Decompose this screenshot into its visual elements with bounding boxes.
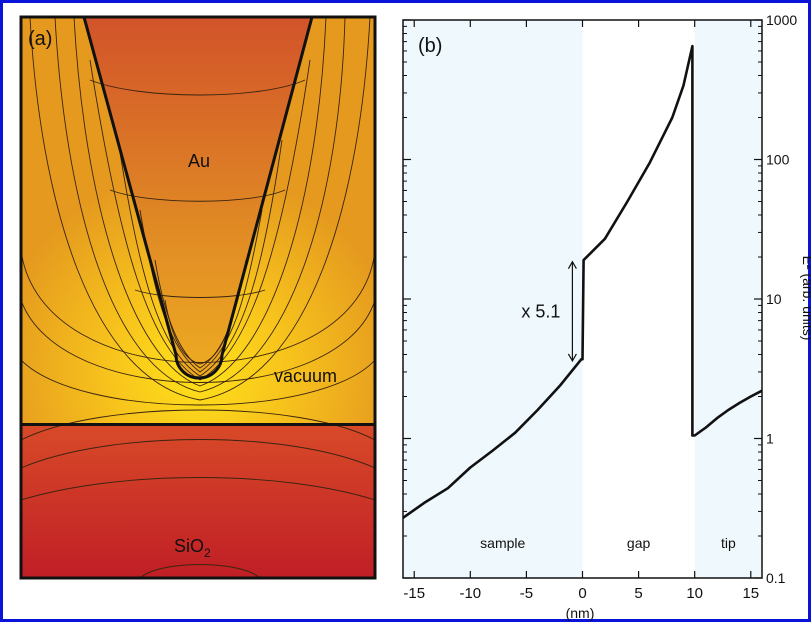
y-tick-label: 1 <box>766 431 774 447</box>
au-label: Au <box>188 151 210 171</box>
y-tick-label: 100 <box>766 152 790 168</box>
x-axis-label: (nm) <box>566 605 595 621</box>
region-label-gap: gap <box>627 535 651 551</box>
sio2-region <box>21 424 375 578</box>
y-axis: 0.1 1 10 100 1000 <box>403 12 797 586</box>
x-axis: -15 -10 -5 0 5 10 15 <box>403 20 759 602</box>
x-tick-label: 5 <box>634 585 642 602</box>
y-tick-label: 0.1 <box>766 570 786 586</box>
panel-b-label: (b) <box>418 35 442 57</box>
arrow-head-up <box>567 260 577 270</box>
sio2-label: SiO2 <box>174 536 211 560</box>
vacuum-label: vacuum <box>274 366 337 386</box>
ratio-annotation: x 5.1 <box>521 260 577 363</box>
x-tick-label: 10 <box>686 585 703 602</box>
au-tip-outline <box>82 17 314 380</box>
x-tick-label: -10 <box>459 585 481 602</box>
panel-a-label: (a) <box>28 28 52 50</box>
region-tip-shade <box>694 20 762 578</box>
sio2-label-text: SiO <box>174 536 204 556</box>
arrow-head-down <box>567 353 577 363</box>
au-tip-region <box>84 17 312 378</box>
annotation-text: x 5.1 <box>521 301 560 321</box>
series-line <box>402 44 763 519</box>
panel-a-border <box>19 15 377 580</box>
field-contours <box>21 17 375 578</box>
x-tick-label: 0 <box>578 585 586 602</box>
y-tick-label: 1000 <box>766 12 797 28</box>
panel-b-chart: -15 -10 -5 0 5 10 15 0.1 1 10 100 1000 x 5.1 sampl… <box>402 12 797 602</box>
region-sample-shade <box>403 20 583 578</box>
region-label-sample: sample <box>480 535 525 551</box>
region-labels: sample gap tip <box>480 535 736 551</box>
panel-a <box>21 17 375 578</box>
x-tick-label: 15 <box>742 585 759 602</box>
x-tick-label: -15 <box>403 585 425 602</box>
x-tick-label: -5 <box>520 585 533 602</box>
region-label-tip: tip <box>721 535 736 551</box>
y-axis-label: E² (arb. units) <box>800 256 811 341</box>
y-tick-label: 10 <box>766 291 782 307</box>
sio2-label-subscript: 2 <box>204 546 211 560</box>
